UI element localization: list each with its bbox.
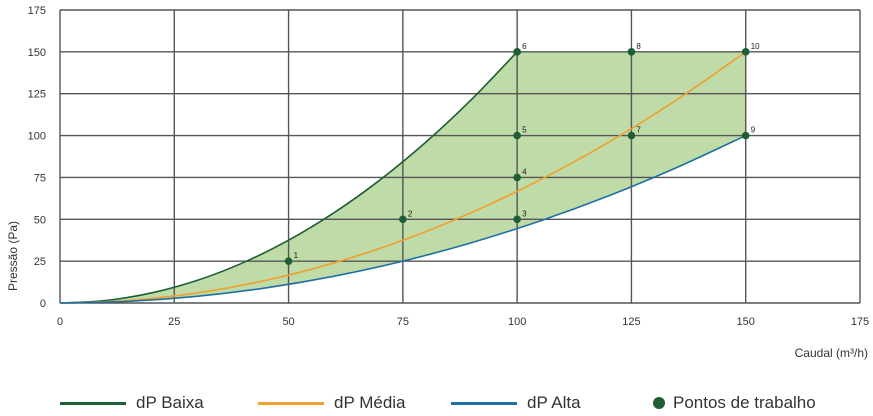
y-tick-label: 150: [28, 47, 46, 59]
y-tick-label: 25: [34, 256, 46, 268]
grid-layer: [59, 9, 861, 304]
legend-label-dp-media: dP Média: [334, 393, 406, 412]
y-tick-label: 175: [28, 5, 46, 17]
working-point-label-9: 9: [751, 126, 756, 135]
legend-label-dp-baixa: dP Baixa: [136, 393, 204, 412]
legend-label-dp-alta: dP Alta: [527, 393, 581, 412]
dp-baixa-line: [59, 51, 518, 304]
x-tick-label: 50: [282, 316, 294, 328]
x-tick-label: 100: [508, 316, 526, 328]
y-tick-label: 75: [34, 172, 46, 184]
working-point-label-10: 10: [751, 42, 760, 51]
dp-media-line: [59, 51, 747, 304]
x-axis-title: Caudal (m³/h): [795, 346, 868, 360]
legend-swatch-dp-alta: [451, 401, 517, 405]
x-tick-label: 75: [397, 316, 409, 328]
x-tick-label: 0: [57, 316, 63, 328]
legend-item-dp-media: dP Média: [258, 392, 406, 414]
legend: dP Baixa dP Média dP Alta Pontos de trab…: [0, 392, 873, 414]
working-point-label-5: 5: [522, 126, 527, 135]
y-tick-label: 125: [28, 89, 46, 101]
working-point-10: [741, 48, 750, 56]
y-tick-label: 50: [34, 214, 46, 226]
working-point-9: [741, 131, 750, 140]
legend-swatch-dp-baixa: [60, 401, 126, 405]
working-point-2: [399, 215, 407, 224]
working-point-5: [513, 131, 521, 140]
y-axis-title: Pressão (Pa): [6, 221, 20, 291]
legend-dot-icon: [653, 397, 665, 409]
working-point-label-3: 3: [522, 209, 527, 218]
working-point-label-6: 6: [522, 42, 527, 51]
legend-item-dp-baixa: dP Baixa: [60, 392, 204, 414]
working-point-label-1: 1: [294, 251, 299, 260]
legend-item-pontos-de-trabalho: Pontos de trabalho: [653, 392, 816, 414]
working-point-3: [513, 215, 521, 224]
y-tick-label: 0: [40, 298, 46, 310]
curve-layer: [59, 51, 747, 304]
x-tick-label: 25: [168, 316, 180, 328]
working-point-label-4: 4: [522, 167, 527, 176]
dp-alta-line: [59, 134, 747, 304]
working-point-label-8: 8: [636, 42, 641, 51]
x-tick-label: 150: [737, 316, 755, 328]
pressure-flow-chart: 1 2 3 4 5 6 7 8 9 10 0 25 50 75 100 125 150 175 0 25 50 75 10…: [6, 5, 870, 360]
legend-item-dp-alta: dP Alta: [451, 392, 581, 414]
working-point-4: [513, 173, 521, 182]
working-point-label-7: 7: [636, 126, 641, 135]
x-tick-label: 175: [851, 316, 869, 328]
working-point-6: [513, 48, 521, 56]
y-tick-label: 100: [28, 131, 46, 143]
x-tick-label: 125: [622, 316, 640, 328]
legend-label-pontos-de-trabalho: Pontos de trabalho: [673, 393, 816, 412]
working-point-8: [627, 48, 636, 56]
working-point-label-2: 2: [408, 209, 413, 218]
working-points-layer: 1 2 3 4 5 6 7 8 9 10: [284, 42, 760, 265]
working-point-1: [284, 257, 293, 265]
working-point-7: [627, 131, 636, 140]
legend-swatch-dp-media: [258, 401, 324, 405]
